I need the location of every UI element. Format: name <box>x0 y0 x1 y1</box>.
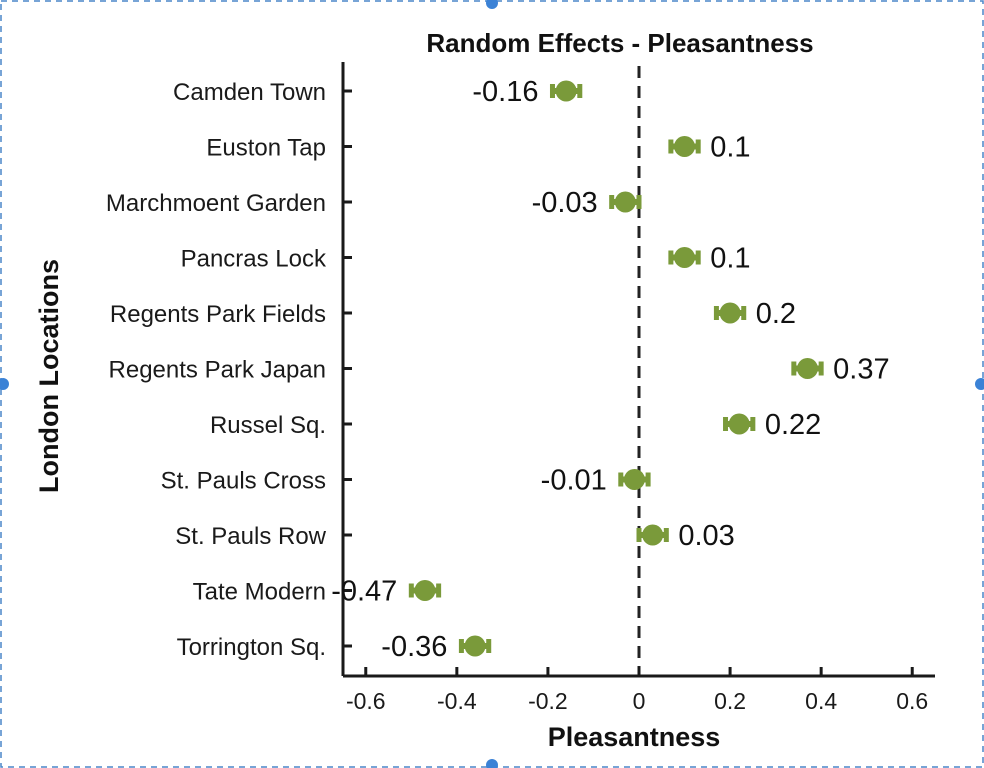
data-value-label: 0.1 <box>710 243 750 275</box>
data-point-marker <box>614 191 636 213</box>
data-point-marker <box>719 302 741 324</box>
data-value-label: -0.01 <box>541 465 607 497</box>
data-value-label: 0.1 <box>710 132 750 164</box>
x-axis-title: Pleasantness <box>548 722 721 752</box>
data-value-label: 0.03 <box>678 520 734 552</box>
data-value-label: -0.47 <box>331 576 397 608</box>
y-category-label: Pancras Lock <box>181 246 327 273</box>
x-tick-label: -0.2 <box>528 688 568 714</box>
y-category-label: Camden Town <box>173 79 326 106</box>
y-axis-title: London Locations <box>34 259 64 493</box>
data-point-marker <box>674 247 696 268</box>
x-tick-label: -0.6 <box>346 688 386 714</box>
resize-handle-left[interactable] <box>0 378 9 390</box>
data-point-marker <box>642 524 664 546</box>
y-category-label: Russel Sq. <box>210 412 326 439</box>
y-category-label: Torrington Sq. <box>177 634 326 661</box>
data-point-marker <box>728 413 750 435</box>
x-tick-label: -0.4 <box>437 688 477 714</box>
y-category-label: Regents Park Fields <box>110 301 326 328</box>
data-value-label: -0.03 <box>532 187 598 219</box>
y-category-label: Tate Modern <box>193 579 326 606</box>
data-point-marker <box>796 358 818 379</box>
data-point-marker <box>555 80 577 102</box>
data-value-label: 0.22 <box>765 409 821 441</box>
y-category-label: Marchmoent Garden <box>106 190 326 217</box>
data-point-marker <box>414 580 436 601</box>
y-ticks: Camden Town Euston Tap Marchmoent Garden Pa… <box>106 79 352 661</box>
data-value-label: 0.2 <box>756 298 796 330</box>
data-value-label: 0.37 <box>833 354 889 386</box>
y-category-label: St. Pauls Row <box>175 523 326 550</box>
data-points: -0.160.1-0.030.10.20.370.22-0.010.03-0.4… <box>331 76 889 663</box>
x-tick-label: 0.6 <box>896 688 928 714</box>
y-category-label: Regents Park Japan <box>109 357 326 384</box>
resize-handle-bottom[interactable] <box>486 759 498 768</box>
data-point-marker <box>674 136 696 157</box>
x-ticks: -0.6 -0.4 -0.2 0 0.2 0.4 0.6 <box>346 667 928 714</box>
data-point-marker <box>464 635 486 657</box>
data-value-label: -0.16 <box>472 76 538 108</box>
data-point-marker <box>623 469 645 490</box>
resize-handle-right[interactable] <box>975 378 984 390</box>
y-category-label: Euston Tap <box>206 135 326 162</box>
resize-handle-top[interactable] <box>486 0 498 9</box>
x-tick-label: 0 <box>633 688 646 714</box>
y-category-label: St. Pauls Cross <box>161 468 326 495</box>
chart-title: Random Effects - Pleasantness <box>426 28 813 58</box>
data-value-label: -0.36 <box>381 631 447 663</box>
x-tick-label: 0.2 <box>714 688 746 714</box>
x-tick-label: 0.4 <box>805 688 837 714</box>
